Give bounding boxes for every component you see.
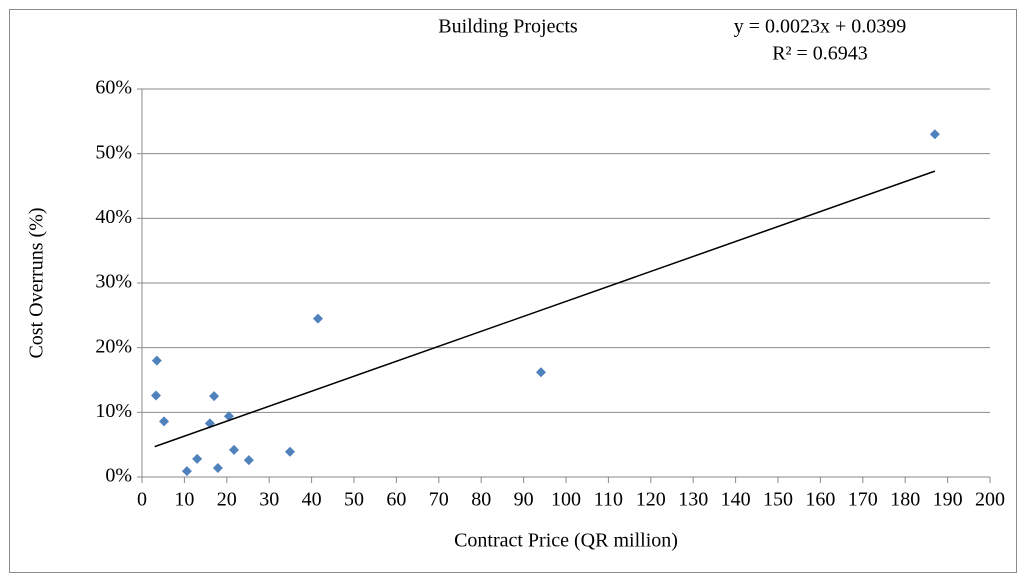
x-tick-label: 60	[386, 489, 406, 511]
x-axis-label: Contract Price (QR million)	[454, 530, 678, 552]
x-tick-label: 100	[551, 489, 581, 511]
x-tick-label: 190	[933, 489, 963, 511]
x-tick-label: 130	[678, 489, 708, 511]
y-axis-label: Cost Overruns (%)	[26, 207, 48, 358]
chart-title: Building Projects	[438, 16, 578, 38]
y-tick-label: 60%	[95, 77, 132, 99]
x-tick-label: 140	[721, 489, 751, 511]
x-tick-label: 80	[471, 489, 491, 511]
data-point	[312, 313, 323, 324]
data-point	[284, 446, 295, 457]
y-tick-label: 40%	[95, 206, 132, 228]
x-tick-label: 70	[429, 489, 449, 511]
data-point	[223, 411, 234, 422]
trendline	[154, 170, 936, 448]
r-squared: R² = 0.6943	[772, 43, 868, 65]
x-tick-label: 200	[975, 489, 1005, 511]
x-tick-label: 150	[763, 489, 793, 511]
x-tick-label: 90	[514, 489, 534, 511]
data-point	[929, 129, 940, 140]
data-point	[181, 466, 192, 477]
trend-equation: y = 0.0023x + 0.0399	[734, 16, 907, 38]
x-tick-label: 50	[344, 489, 364, 511]
y-tick-label: 30%	[95, 271, 132, 293]
y-tick-label: 0%	[105, 465, 132, 487]
x-tick-label: 110	[594, 489, 623, 511]
y-tick-label: 10%	[95, 400, 132, 422]
chart-border	[9, 9, 1017, 573]
data-point	[159, 416, 170, 427]
data-point	[151, 355, 162, 366]
data-point	[229, 444, 240, 455]
x-tick-label: 10	[174, 489, 194, 511]
x-tick-label: 180	[890, 489, 920, 511]
data-point	[209, 391, 220, 402]
x-tick-label: 160	[805, 489, 835, 511]
data-point	[243, 455, 254, 466]
data-point	[212, 462, 223, 473]
x-tick-label: 0	[137, 489, 147, 511]
x-tick-label: 120	[636, 489, 666, 511]
x-tick-label: 30	[259, 489, 279, 511]
data-point	[150, 390, 161, 401]
y-tick-label: 50%	[95, 141, 132, 163]
data-point	[535, 367, 546, 378]
y-tick-label: 20%	[95, 335, 132, 357]
x-tick-label: 20	[217, 489, 237, 511]
x-tick-label: 40	[302, 489, 322, 511]
x-tick-label: 170	[848, 489, 878, 511]
data-point	[192, 453, 203, 464]
